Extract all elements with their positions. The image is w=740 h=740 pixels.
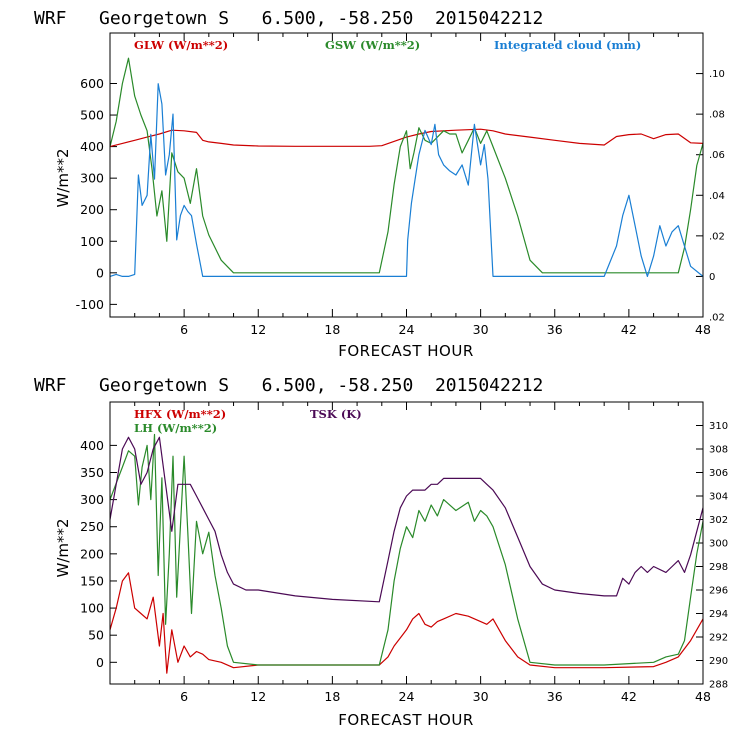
chart2-legend-lh: LH (W/m**2) xyxy=(134,421,217,435)
series-line-gsw xyxy=(109,57,704,274)
chart2-x-axis-label: FORECAST HOUR xyxy=(338,711,474,729)
x-tick-label: 30 xyxy=(473,689,489,704)
y2-tick-label: 290 xyxy=(709,656,728,667)
y-tick-label: 100 xyxy=(80,601,104,616)
x-tick-label: 18 xyxy=(324,689,340,704)
y-tick-label: 400 xyxy=(80,438,104,453)
series-line-hfx xyxy=(109,572,704,674)
chart1-series xyxy=(109,57,704,277)
x-tick-label: 6 xyxy=(180,322,188,337)
chart1-y-ticks: -100 0 100 200 300 400 500 600 xyxy=(76,76,117,312)
x-tick-label: 18 xyxy=(324,322,340,337)
chart1-plot-frame xyxy=(109,32,704,318)
y-tick-label: 100 xyxy=(80,234,104,249)
y2-tick-label: .08 xyxy=(709,110,725,121)
x-tick-label: 12 xyxy=(250,322,266,337)
chart2-y-axis-label: W/m**2 xyxy=(54,518,72,577)
x-tick-label: 24 xyxy=(399,689,415,704)
y2-tick-label: 298 xyxy=(709,562,728,573)
chart1-y2-ticks: .02 0 .02 .04 .06 .08 .10 xyxy=(696,69,725,324)
series-line-lh xyxy=(109,433,704,666)
y2-tick-label: 294 xyxy=(709,609,728,620)
y-tick-label: 250 xyxy=(80,519,104,534)
chart2-series xyxy=(109,433,704,674)
series-line-glw xyxy=(109,128,704,148)
x-tick-label: 42 xyxy=(621,322,637,337)
y2-tick-label: .02 xyxy=(709,231,725,242)
y2-tick-label: .04 xyxy=(709,191,725,202)
y2-tick-label: 302 xyxy=(709,515,728,526)
y2-tick-label: 0 xyxy=(709,272,715,283)
chart1-y-axis-label: W/m**2 xyxy=(54,148,72,207)
x-tick-label: 6 xyxy=(180,689,188,704)
y2-tick-label: .10 xyxy=(709,69,725,80)
y2-tick-label: .06 xyxy=(709,150,725,161)
x-tick-label: 12 xyxy=(250,689,266,704)
chart2-plot-frame xyxy=(109,401,704,685)
y-tick-label: 0 xyxy=(96,655,104,670)
chart2-y-ticks: 0 50 100 150 200 250 300 350 400 xyxy=(80,438,117,670)
chart2-title: WRF Georgetown S 6.500, -58.250 20150422… xyxy=(34,375,543,396)
x-tick-label: 24 xyxy=(399,322,415,337)
chart2-legend-tsk: TSK (K) xyxy=(310,407,362,421)
chart1-x-ticks: 6 12 18 24 30 36 42 48 xyxy=(109,33,711,337)
y2-tick-label: 296 xyxy=(709,586,728,597)
x-tick-label: 30 xyxy=(473,322,489,337)
y2-tick-label: 310 xyxy=(709,421,728,432)
y2-tick-label: 304 xyxy=(709,492,728,503)
y-tick-label: 50 xyxy=(88,628,104,643)
x-tick-label: 36 xyxy=(547,689,563,704)
x-tick-label: 42 xyxy=(621,689,637,704)
x-tick-label: 48 xyxy=(695,322,711,337)
y-tick-label: 400 xyxy=(80,139,104,154)
chart1-x-axis-label: FORECAST HOUR xyxy=(338,342,474,360)
y-tick-label: 150 xyxy=(80,573,104,588)
x-tick-label: 48 xyxy=(695,689,711,704)
y-tick-label: 300 xyxy=(80,171,104,186)
y-tick-label: 500 xyxy=(80,108,104,123)
chart2-legend-hfx: HFX (W/m**2) xyxy=(134,407,226,421)
y-tick-label: 600 xyxy=(80,76,104,91)
x-tick-label: 36 xyxy=(547,322,563,337)
chart2-x-ticks: 6 12 18 24 30 36 42 48 xyxy=(109,402,711,704)
y2-tick-label: 292 xyxy=(709,633,728,644)
chart1-legend-cloud: Integrated cloud (mm) xyxy=(494,38,641,52)
chart1-title: WRF Georgetown S 6.500, -58.250 20150422… xyxy=(34,8,543,29)
y-tick-label: 350 xyxy=(80,465,104,480)
y-tick-label: 200 xyxy=(80,546,104,561)
y2-tick-label: 306 xyxy=(709,468,728,479)
y2-tick-label: 300 xyxy=(709,539,728,550)
series-line-integrated xyxy=(109,83,704,277)
chart1-legend-gsw: GSW (W/m**2) xyxy=(325,38,420,52)
chart2-y2-ticks: 288 290 292 294 296 298 300 302 304 306 308 310 xyxy=(696,421,728,691)
y-tick-label: 300 xyxy=(80,492,104,507)
chart1-legend-glw: GLW (W/m**2) xyxy=(134,38,228,52)
y2-tick-label: 308 xyxy=(709,445,728,456)
y-tick-label: -100 xyxy=(76,297,104,312)
y-tick-label: 0 xyxy=(96,265,104,280)
series-line-tsk xyxy=(109,436,704,603)
y2-tick-label: 288 xyxy=(709,680,728,691)
y-tick-label: 200 xyxy=(80,202,104,217)
y2-tick-label: .02 xyxy=(709,313,725,324)
